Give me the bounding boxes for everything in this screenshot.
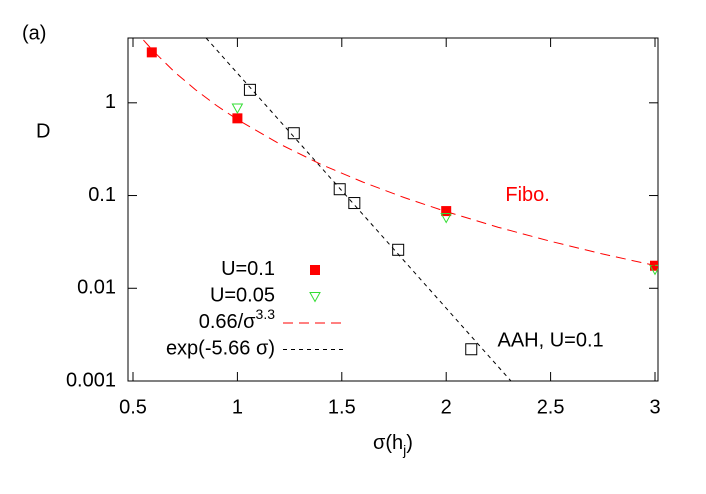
x-tick-label: 2 bbox=[441, 396, 452, 418]
x-tick-label: 1.5 bbox=[328, 396, 356, 418]
legend-label: U=0.05 bbox=[210, 285, 275, 307]
y-tick-label: 0.01 bbox=[77, 277, 116, 299]
x-label-main: σ(h bbox=[373, 432, 403, 454]
point bbox=[333, 183, 346, 196]
panel-label: (a) bbox=[22, 22, 46, 44]
annotation: AAH, U=0.1 bbox=[498, 329, 604, 351]
x-tick-label: 0.5 bbox=[119, 396, 147, 418]
x-axis-label: σ(hj) bbox=[373, 432, 413, 457]
y-tick-label: 0.001 bbox=[66, 369, 116, 391]
point bbox=[348, 197, 361, 210]
x-tick-label: 1 bbox=[232, 396, 243, 418]
plot-area bbox=[143, 38, 658, 381]
y-tick-label: 0.1 bbox=[88, 184, 116, 206]
point bbox=[440, 212, 453, 224]
annotation: Fibo. bbox=[505, 184, 549, 206]
y-tick-label: 1 bbox=[105, 91, 116, 113]
x-label-tail: ) bbox=[406, 432, 413, 454]
x-tick-label: 2.5 bbox=[537, 396, 565, 418]
x-label-sub: j bbox=[402, 442, 406, 458]
point bbox=[232, 113, 243, 124]
point bbox=[287, 127, 300, 140]
legend-text: 0.66/σ bbox=[199, 311, 256, 333]
plot-frame bbox=[127, 37, 659, 382]
point bbox=[243, 83, 256, 96]
legend-text: U=0.05 bbox=[210, 285, 275, 307]
point bbox=[146, 47, 157, 58]
legend-label: 0.66/σ3.3 bbox=[199, 306, 276, 334]
fit-line bbox=[143, 39, 656, 266]
point bbox=[465, 343, 478, 356]
point bbox=[441, 206, 452, 217]
legend-label: exp(-5.66 σ) bbox=[166, 338, 275, 360]
point bbox=[231, 103, 244, 114]
y-axis-label: D bbox=[36, 120, 50, 142]
legend-text: exp(-5.66 σ) bbox=[166, 338, 275, 360]
legend-text: U=0.1 bbox=[221, 258, 275, 280]
point bbox=[392, 243, 405, 256]
legend-swatch bbox=[310, 265, 320, 275]
legend-swatch bbox=[309, 292, 321, 303]
legend-sup: 3.3 bbox=[256, 306, 276, 322]
x-tick-label: 3 bbox=[649, 396, 660, 418]
legend-label: U=0.1 bbox=[221, 258, 275, 280]
